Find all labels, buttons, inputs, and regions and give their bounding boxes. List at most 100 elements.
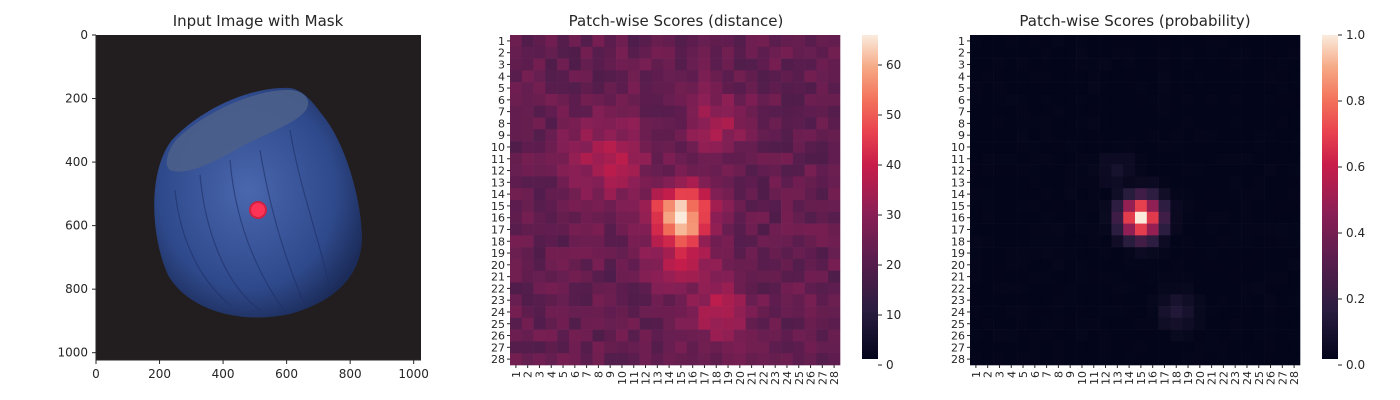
heatmap-cell — [745, 329, 758, 342]
heatmap-cell — [639, 129, 652, 142]
heatmap-cell — [792, 306, 805, 319]
heatmap-cell — [1205, 70, 1218, 83]
heatmap-cell — [1146, 353, 1159, 366]
heatmap-cell — [557, 235, 570, 248]
heatmap-cell — [757, 129, 770, 142]
heatmap-cell — [1170, 235, 1183, 248]
heatmap-cell — [1158, 294, 1171, 307]
heatmap-cell — [1135, 105, 1148, 118]
heatmap-cell — [1064, 353, 1077, 366]
col-label: 8 — [592, 371, 605, 378]
heatmap-cell — [1241, 247, 1254, 260]
heatmap-cell — [1028, 129, 1042, 142]
heatmap-cell — [1158, 306, 1171, 319]
row-label: 13 — [951, 176, 965, 189]
heatmap-cell — [745, 105, 758, 118]
heatmap-cell — [993, 129, 1006, 142]
heatmap-cell — [710, 164, 723, 177]
heatmap-cell — [1193, 223, 1207, 236]
heatmap-cell — [663, 164, 676, 177]
heatmap-cell — [1264, 93, 1277, 107]
heatmap-cell — [557, 164, 570, 177]
heatmap-cell — [580, 82, 593, 95]
heatmap-cell — [1028, 176, 1042, 189]
heatmap-cell — [1123, 82, 1136, 95]
heatmap-cell — [557, 223, 570, 236]
heatmap-cell — [1170, 105, 1183, 118]
heatmap-cell — [993, 235, 1006, 248]
heatmap-cell — [557, 258, 570, 272]
row-label: 2 — [958, 47, 965, 60]
heatmap-cell — [1182, 164, 1195, 177]
heatmap-cell — [1158, 105, 1171, 118]
heatmap-cell — [675, 164, 688, 177]
heatmap-cell — [568, 200, 582, 213]
heatmap-cell — [1087, 164, 1100, 177]
heatmap-cell — [557, 306, 570, 319]
heatmap-cell — [651, 35, 664, 48]
heatmap-cell — [604, 164, 617, 177]
heatmap-cell — [757, 58, 770, 71]
heatmap-cell — [510, 58, 523, 71]
heatmap-cell — [1028, 341, 1042, 354]
heatmap-cell — [1135, 211, 1148, 224]
heatmap-cell — [698, 105, 711, 118]
heatmap-cell — [1276, 129, 1289, 142]
mask-region — [249, 201, 267, 219]
heatmap-cell — [781, 200, 794, 213]
heatmap-cell — [733, 164, 747, 177]
heatmap-cell — [616, 58, 629, 71]
heatmap-cell — [1264, 306, 1277, 319]
heatmap-cell — [792, 105, 805, 118]
heatmap-cell — [545, 341, 558, 354]
heatmap-cell — [1076, 141, 1089, 154]
heatmap-cell — [557, 294, 570, 307]
heatmap-cell — [521, 35, 534, 48]
x-tick-label: 1000 — [398, 367, 429, 381]
heatmap-cell — [651, 58, 664, 71]
heatmap-cell — [781, 329, 794, 342]
heatmap-cell — [1170, 82, 1183, 95]
heatmap-cell — [1064, 294, 1077, 307]
heatmap-cell — [1205, 105, 1218, 118]
heatmap-cell — [639, 117, 652, 130]
heatmap-cell — [792, 70, 805, 83]
heatmap-cell — [592, 258, 605, 272]
panel1-title: Input Image with Mask — [173, 12, 344, 30]
heatmap-cell — [1135, 129, 1148, 142]
heatmap-cell — [604, 235, 617, 248]
heatmap-cell — [580, 129, 593, 142]
heatmap-cell — [792, 247, 805, 260]
heatmap-cell — [686, 235, 699, 248]
heatmap-cell — [733, 70, 747, 83]
heatmap-cell — [781, 247, 794, 260]
heatmap-cell — [698, 329, 711, 342]
heatmap-cell — [757, 35, 770, 48]
heatmap-cell — [651, 306, 664, 319]
heatmap-cell — [733, 317, 747, 330]
heatmap-cell — [1205, 235, 1218, 248]
heatmap-cell — [722, 93, 735, 107]
heatmap-cell — [1146, 58, 1159, 71]
heatmap-cell — [616, 353, 629, 366]
colorbar-tick-label: 0 — [886, 358, 894, 372]
heatmap-cell — [1111, 129, 1124, 142]
heatmap-cell — [1017, 200, 1030, 213]
heatmap-cell — [757, 235, 770, 248]
heatmap-cell — [651, 176, 664, 189]
heatmap-cell — [1017, 294, 1030, 307]
heatmap-cell — [1276, 258, 1289, 272]
heatmap-cell — [1217, 93, 1230, 107]
col-label: 6 — [1029, 371, 1042, 378]
heatmap-cell — [686, 70, 699, 83]
heatmap-cell — [675, 211, 688, 224]
heatmap-cell — [1158, 353, 1171, 366]
heatmap-cell — [1040, 105, 1053, 118]
heatmap-cell — [1099, 129, 1112, 142]
heatmap-cell — [545, 58, 558, 71]
heatmap-cell — [792, 329, 805, 342]
heatmap-cell — [722, 35, 735, 48]
heatmap-cell — [993, 282, 1006, 295]
heatmap-cell — [745, 223, 758, 236]
heatmap-cell — [792, 129, 805, 142]
